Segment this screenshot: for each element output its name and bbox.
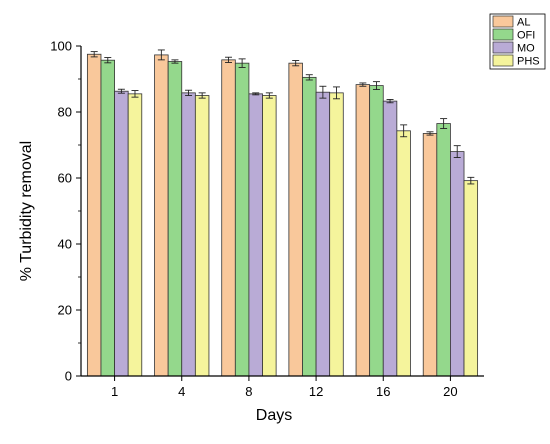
bar-al-day-8 — [221, 59, 236, 377]
legend-label-ofi: OFI — [517, 30, 535, 42]
bar-ofi-day-4 — [167, 61, 183, 377]
x-tick-label-8: 8 — [245, 384, 252, 399]
axes-layer: 1 4 8 12 16 20 0 20 40 60 80 100 — [50, 39, 484, 399]
legend-swatch-mo — [492, 41, 514, 54]
bar-al-day-16 — [355, 84, 371, 377]
y-tick-label-80: 80 — [58, 105, 72, 120]
x-tick-label-20: 20 — [443, 384, 457, 399]
bars-layer — [86, 49, 479, 377]
legend-swatch-ofi — [492, 28, 514, 41]
bar-phs-day-12 — [329, 92, 344, 377]
bar-mo-day-1 — [114, 90, 129, 377]
bar-al-day-20 — [422, 133, 438, 377]
bar-al-day-12 — [288, 62, 303, 377]
x-axis-title: Days — [256, 407, 292, 424]
bar-mo-day-20 — [450, 151, 465, 377]
bar-phs-day-8 — [262, 95, 277, 377]
bar-ofi-day-20 — [436, 123, 451, 377]
y-tick-label-40: 40 — [58, 237, 72, 252]
bar-al-day-1 — [86, 53, 102, 377]
y-tick-label-20: 20 — [58, 303, 72, 318]
bar-ofi-day-16 — [369, 85, 384, 377]
bar-ofi-day-12 — [302, 76, 317, 377]
bar-ofi-day-8 — [234, 62, 250, 377]
x-tick-label-12: 12 — [309, 384, 323, 399]
bar-mo-day-12 — [315, 91, 331, 377]
bar-mo-day-16 — [382, 100, 398, 377]
y-tick-label-100: 100 — [50, 39, 72, 54]
x-tick-label-16: 16 — [376, 384, 390, 399]
bar-phs-day-16 — [396, 130, 411, 377]
legend-swatch-al — [492, 15, 514, 28]
legend-label-mo: MO — [517, 43, 535, 55]
bar-mo-day-8 — [248, 93, 263, 377]
bar-ofi-day-1 — [100, 59, 115, 377]
y-tick-label-0: 0 — [65, 369, 72, 384]
legend-label-phs: PHS — [517, 56, 540, 68]
bar-phs-day-1 — [127, 93, 143, 377]
y-axis-title: % Turbidity removal — [18, 141, 35, 282]
bar-mo-day-4 — [181, 92, 196, 377]
bar-phs-day-20 — [463, 180, 479, 377]
legend-swatch-phs — [492, 54, 514, 67]
legend-label-al: AL — [517, 17, 530, 29]
x-tick-label-1: 1 — [111, 384, 118, 399]
bar-al-day-4 — [154, 54, 169, 377]
x-tick-label-4: 4 — [178, 384, 185, 399]
bar-phs-day-4 — [194, 95, 210, 377]
y-tick-label-60: 60 — [58, 171, 72, 186]
